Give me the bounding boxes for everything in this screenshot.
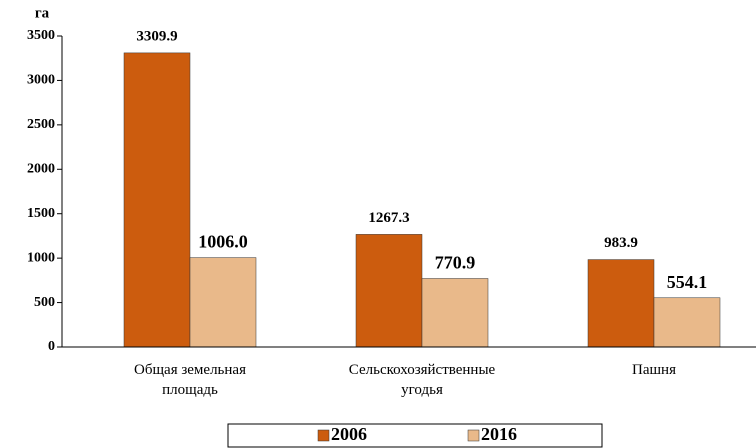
value-label: 554.1 xyxy=(667,272,708,292)
bar xyxy=(189,257,257,348)
y-tick-label: 2500 xyxy=(27,117,55,132)
y-tick-label: 500 xyxy=(34,295,55,310)
value-label: 983.9 xyxy=(604,235,638,251)
x-tick-label: Сельскохозяйственные угодья xyxy=(348,362,496,398)
legend-label: 2016 xyxy=(481,424,517,444)
y-tick-label: 3500 xyxy=(27,28,55,43)
value-label: 3309.9 xyxy=(136,28,177,44)
y-tick-label: 1500 xyxy=(27,206,55,221)
value-label: 770.9 xyxy=(435,253,476,273)
y-tick-label: 0 xyxy=(48,339,55,354)
y-tick-label: 2000 xyxy=(27,162,55,177)
bar xyxy=(355,234,423,348)
x-tick-label: Общая земельная площадь xyxy=(134,362,246,398)
y-tick-label: 3000 xyxy=(27,73,55,88)
value-label: 1006.0 xyxy=(198,232,248,252)
bar xyxy=(123,52,191,348)
value-label: 1267.3 xyxy=(368,210,409,226)
bar xyxy=(653,297,721,348)
y-tick-label: 1000 xyxy=(27,250,55,265)
y-axis-label: га xyxy=(35,5,50,21)
legend-swatch xyxy=(317,429,330,442)
bar xyxy=(587,259,655,348)
bar xyxy=(421,278,489,348)
legend-swatch xyxy=(467,429,480,442)
legend-box xyxy=(227,423,603,448)
x-tick-label: Пашня xyxy=(632,362,676,378)
legend-label: 2006 xyxy=(331,424,367,444)
